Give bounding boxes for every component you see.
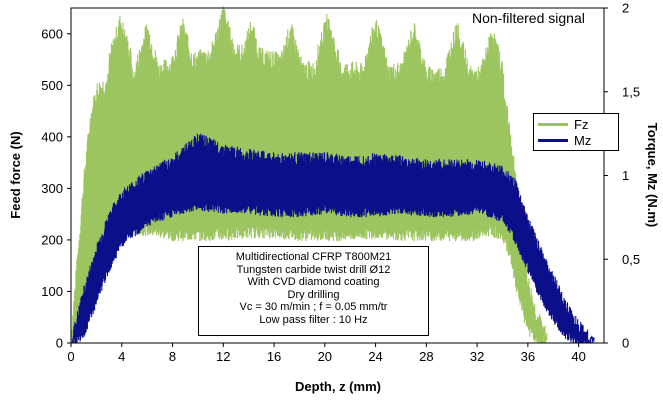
x-axis-title: Depth, z (mm)	[295, 379, 381, 394]
info-line: Vc = 30 m/min ; f = 0.05 mm/tr	[239, 301, 388, 314]
info-line: With CVD diamond coating	[247, 276, 380, 289]
x-tick-label: 28	[419, 349, 433, 364]
x-tick-label: 36	[521, 349, 535, 364]
x-tick-label: 20	[318, 349, 332, 364]
signal-note: Non-filtered signal	[472, 10, 585, 26]
info-line: Dry drilling	[287, 288, 340, 301]
y-axis-left-title: Feed force (N)	[8, 131, 23, 218]
y-left-tick-label: 100	[41, 284, 63, 299]
x-tick-label: 0	[67, 349, 74, 364]
y-left-tick-label: 200	[41, 232, 63, 247]
mz-series	[71, 133, 596, 343]
x-tick-label: 16	[267, 349, 281, 364]
y-right-tick-label: 0	[622, 336, 629, 351]
legend-item-mz: Mz	[538, 132, 591, 148]
y-axis-left: 0 100 200 300 400 500 600	[41, 26, 71, 351]
x-tick-label: 40	[571, 349, 585, 364]
y-left-tick-label: 400	[41, 129, 63, 144]
mz-signal	[71, 133, 596, 343]
info-line: Multidirectional CFRP T800M21	[235, 251, 392, 263]
y-left-tick-label: 500	[41, 78, 63, 93]
test-conditions-box: Multidirectional CFRP T800M21 Tungsten c…	[198, 246, 429, 336]
legend-label-mz: Mz	[574, 132, 592, 148]
x-tick-label: 8	[169, 349, 176, 364]
legend-label-fz: Fz	[574, 116, 589, 132]
y-right-tick-label: 2	[622, 1, 629, 16]
y-axis-right: 0 0,5 1 1,5 2	[604, 1, 640, 351]
legend: Fz Mz	[533, 113, 619, 151]
y-right-tick-label: 1,5	[622, 84, 640, 99]
x-tick-label: 12	[216, 349, 230, 364]
x-tick-label: 4	[118, 349, 125, 364]
y-right-tick-label: 0,5	[622, 252, 640, 267]
x-tick-label: 32	[470, 349, 484, 364]
y-axis-right-title: Torque, Mz (N.m)	[645, 123, 660, 227]
y-right-tick-label: 1	[622, 168, 629, 183]
x-tick-label: 24	[368, 349, 382, 364]
legend-item-fz: Fz	[538, 116, 588, 132]
info-line: Low pass filter : 10 Hz	[259, 313, 368, 326]
y-left-tick-label: 0	[56, 336, 63, 351]
y-left-tick-label: 300	[41, 181, 63, 196]
y-left-tick-label: 600	[41, 26, 63, 41]
info-line: Tungsten carbide twist drill Ø12	[236, 263, 391, 276]
x-axis: 0 4 8 12 16 20 24 28 32 36 40	[67, 343, 586, 364]
legend-swatch-fz	[538, 122, 568, 126]
legend-swatch-mz	[538, 138, 568, 142]
